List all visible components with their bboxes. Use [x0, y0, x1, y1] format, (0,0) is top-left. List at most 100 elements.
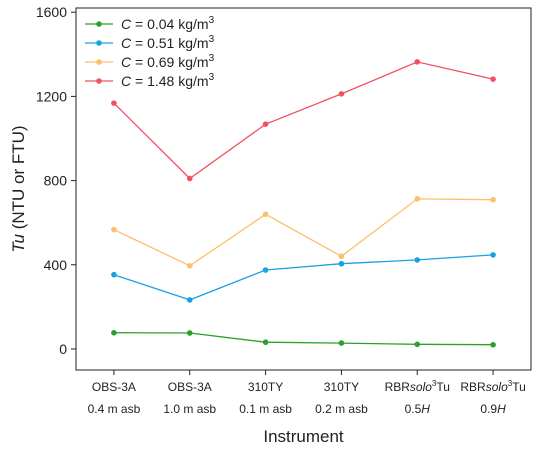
legend-label-run: C [121, 16, 132, 32]
x-tick-label-run: 310TY [248, 380, 283, 394]
x-tick-sublabel-run: 0.9 [480, 402, 497, 416]
y-tick-label: 400 [44, 257, 68, 273]
x-tick-label-run: 3 [432, 379, 437, 388]
x-tick-sublabel: 0.1 m asb [239, 402, 292, 416]
x-tick-sublabel: 0.4 m asb [88, 402, 141, 416]
data-point [490, 196, 496, 203]
y-axis-title-run: (NTU or FTU) [9, 125, 28, 234]
data-point [111, 329, 117, 336]
legend-label-run: C [121, 73, 132, 89]
data-point [490, 252, 496, 258]
plot-frame [75, 7, 532, 371]
y-axis-title: Tu (NTU or FTU) [9, 125, 28, 252]
x-tick-label-run: OBS-3A [168, 380, 212, 394]
legend-label: C = 0.69 kg/m3 [121, 53, 215, 70]
data-point [186, 263, 193, 269]
data-point [414, 196, 421, 202]
axis-titles: Instrument Tu (NTU or FTU) [9, 125, 344, 446]
legend-label-run: = 0.04 kg/m [131, 16, 208, 32]
x-tick-sublabel: 0.9H [480, 402, 506, 416]
x-tick-sublabel: 0.5H [405, 402, 431, 416]
x-tick-label-run: OBS-3A [92, 380, 136, 394]
x-axis-title: Instrument [263, 427, 344, 446]
data-point [186, 330, 193, 336]
legend-label-run: 3 [209, 34, 215, 45]
data-point [490, 341, 496, 348]
legend-swatch-marker [96, 78, 102, 84]
axes: 0 400 800 1200 1600 OBS-3A 0.4 m asb OBS-3A 1.0 … [36, 4, 532, 416]
series-group [111, 59, 496, 348]
x-tick-label: OBS-3A [168, 380, 212, 394]
x-tick-label: RBRsolo3Tu [385, 379, 450, 394]
y-tick-label: 1200 [36, 88, 67, 104]
legend-swatch-marker [96, 21, 102, 27]
data-point [111, 100, 117, 106]
x-tick-sublabel: 0.2 m asb [315, 402, 368, 416]
legend-label-run: 3 [209, 72, 215, 83]
x-tick-label: OBS-3A [92, 380, 136, 394]
data-point [414, 59, 421, 65]
data-point [262, 211, 269, 218]
legend-item: C = 0.04 kg/m3 [85, 15, 215, 32]
data-point [490, 76, 496, 82]
series-4 [111, 59, 496, 182]
legend: C = 0.04 kg/m3C = 0.51 kg/m3C = 0.69 kg/… [85, 15, 215, 89]
data-point [338, 253, 345, 260]
legend-label-run: = 0.69 kg/m [131, 54, 208, 70]
data-point [111, 271, 117, 278]
data-point [338, 340, 345, 346]
data-point [186, 175, 193, 182]
data-point [414, 257, 421, 263]
x-tick-label-run: Tu [512, 380, 526, 394]
series-line [113, 198, 494, 267]
data-point [186, 297, 193, 303]
legend-label-run: 3 [209, 53, 215, 64]
legend-swatch-marker [96, 40, 102, 46]
y-tick-label: 800 [44, 173, 68, 189]
legend-item: C = 0.69 kg/m3 [85, 53, 215, 70]
x-tick-sublabel-run: 0.4 m asb [88, 402, 141, 416]
x-tick-sublabel-run: H [421, 402, 430, 416]
x-tick-label-run: solo [486, 380, 508, 394]
legend-label: C = 0.04 kg/m3 [121, 15, 215, 32]
x-tick-sublabel-run: 0.1 m asb [239, 402, 292, 416]
legend-item: C = 0.51 kg/m3 [85, 34, 215, 51]
series-line [113, 332, 494, 346]
x-tick-label-run: RBR [385, 380, 411, 394]
x-tick-sublabel-run: 0.2 m asb [315, 402, 368, 416]
data-point [262, 339, 269, 346]
legend-label-run: = 0.51 kg/m [131, 35, 208, 51]
x-tick-label-run: 310TY [324, 380, 359, 394]
data-point [111, 226, 117, 233]
data-point [338, 260, 345, 267]
x-tick-label-run: Tu [436, 380, 450, 394]
data-point [414, 341, 421, 348]
series-2 [111, 252, 496, 303]
series-3 [111, 196, 496, 269]
legend-item: C = 1.48 kg/m3 [85, 72, 215, 89]
y-tick-label: 1600 [36, 4, 67, 20]
x-tick-label: 310TY [248, 380, 283, 394]
legend-label-run: 3 [209, 15, 215, 26]
x-tick-sublabel-run: 0.5 [405, 402, 422, 416]
x-tick-sublabel: 1.0 m asb [163, 402, 216, 416]
x-tick-sublabel-run: H [497, 402, 506, 416]
legend-label-run: C [121, 54, 132, 70]
data-point [262, 121, 269, 127]
y-axis-title-run: Tu [9, 233, 28, 252]
data-point [338, 91, 345, 97]
legend-label-run: C [121, 35, 132, 51]
x-tick-label-run: RBR [460, 380, 486, 394]
legend-label: C = 0.51 kg/m3 [121, 34, 215, 51]
legend-swatch-marker [96, 59, 102, 65]
data-point [262, 267, 269, 273]
x-tick-label-run: 3 [508, 379, 513, 388]
x-tick-label: RBRsolo3Tu [460, 379, 525, 394]
legend-label-run: = 1.48 kg/m [131, 73, 208, 89]
legend-label: C = 1.48 kg/m3 [121, 72, 215, 89]
y-tick-label: 0 [59, 341, 67, 357]
x-tick-sublabel-run: 1.0 m asb [163, 402, 216, 416]
x-tick-label: 310TY [324, 380, 359, 394]
